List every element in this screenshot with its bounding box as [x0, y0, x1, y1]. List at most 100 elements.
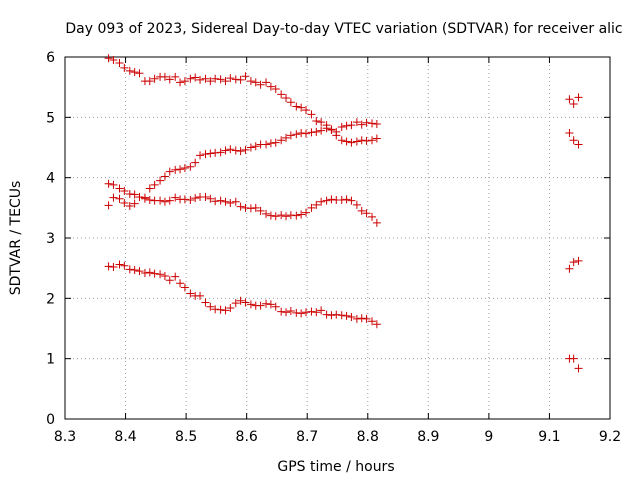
data-point-trace-3	[246, 204, 255, 213]
data-point-trace-3	[140, 194, 149, 203]
data-point-trace-3	[226, 199, 235, 208]
data-point-trace-4	[221, 306, 230, 315]
data-point-trace-2	[282, 133, 291, 142]
data-point-trace-4	[327, 311, 336, 320]
data-point-trace-2	[262, 140, 271, 149]
x-tick-label: 9.2	[599, 429, 621, 445]
y-tick-label: 1	[46, 352, 55, 368]
data-point-trace-4	[347, 313, 356, 322]
data-point-trace-3	[372, 218, 381, 227]
data-point-trace-4	[256, 301, 265, 310]
data-point-trace-3	[191, 194, 200, 203]
data-point-trace-1	[565, 95, 574, 104]
data-point-trace-2	[191, 158, 200, 167]
x-tick-label: 9	[484, 429, 493, 445]
data-point-trace-1	[297, 103, 306, 112]
x-tick-label: 8.4	[114, 429, 136, 445]
data-point-trace-1	[342, 121, 351, 130]
data-point-trace-4	[180, 283, 189, 292]
x-tick-label: 8.9	[417, 429, 439, 445]
data-point-trace-4	[109, 262, 118, 271]
data-point-trace-1	[226, 74, 235, 83]
data-point-trace-3	[165, 196, 174, 205]
data-point-trace-4	[226, 303, 235, 312]
data-point-trace-3	[307, 203, 316, 212]
data-point-trace-4	[352, 314, 361, 323]
data-point-trace-2	[277, 136, 286, 145]
data-point-trace-2	[337, 136, 346, 145]
data-point-trace-3	[216, 196, 225, 205]
data-point-trace-2	[211, 148, 220, 157]
data-point-trace-2	[145, 184, 154, 193]
data-point-trace-2	[231, 146, 240, 155]
data-point-trace-4	[206, 302, 215, 311]
data-point-trace-2	[357, 136, 366, 145]
data-point-trace-1	[115, 59, 124, 68]
data-point-trace-4	[140, 268, 149, 277]
data-point-trace-3	[302, 208, 311, 217]
data-point-trace-3	[120, 186, 129, 195]
data-point-trace-1	[216, 75, 225, 84]
data-point-trace-3	[160, 197, 169, 206]
data-point-trace-2	[312, 127, 321, 136]
data-point-trace-1	[246, 77, 255, 86]
data-point-trace-4	[216, 305, 225, 314]
data-point-trace-2	[180, 164, 189, 173]
data-point-trace-3	[125, 189, 134, 198]
data-point-trace-2	[171, 165, 180, 174]
data-point-trace-1	[357, 120, 366, 129]
y-tick-label: 0	[46, 412, 55, 428]
data-point-trace-2	[226, 145, 235, 154]
data-point-trace-3	[109, 180, 118, 189]
data-point-trace-1	[135, 69, 144, 78]
data-point-trace-1	[569, 100, 578, 109]
data-point-trace-1	[191, 73, 200, 82]
data-point-trace-1	[125, 66, 134, 75]
data-point-trace-1	[221, 77, 230, 86]
data-points-layer	[104, 54, 583, 373]
data-point-trace-3	[322, 196, 331, 205]
data-point-trace-4	[297, 309, 306, 318]
data-point-trace-1	[282, 94, 291, 103]
data-point-trace-1	[104, 54, 113, 63]
data-point-trace-2	[165, 167, 174, 176]
data-point-trace-2	[372, 134, 381, 143]
data-point-trace-2	[246, 143, 255, 152]
data-point-trace-3	[104, 179, 113, 188]
grid-layer	[65, 57, 610, 419]
data-point-trace-4	[130, 265, 139, 274]
x-tick-label: 8.7	[296, 429, 318, 445]
data-point-trace-1	[120, 63, 129, 72]
y-tick-label: 3	[46, 231, 55, 247]
data-point-trace-1	[372, 119, 381, 128]
data-point-trace-4	[196, 291, 205, 300]
data-point-trace-3	[241, 203, 250, 212]
data-point-trace-3	[337, 195, 346, 204]
data-point-trace-3	[206, 194, 215, 203]
data-point-trace-3	[180, 195, 189, 204]
data-point-trace-3	[145, 195, 154, 204]
data-point-trace-2	[332, 131, 341, 140]
data-point-trace-4	[120, 261, 129, 270]
data-point-trace-1	[277, 90, 286, 99]
data-point-trace-2	[317, 126, 326, 135]
data-point-trace-4	[317, 306, 326, 315]
data-point-trace-4	[372, 320, 381, 329]
x-tick-label: 8.8	[357, 429, 379, 445]
data-point-trace-3	[297, 210, 306, 219]
data-point-trace-4	[104, 262, 113, 271]
data-point-trace-1	[362, 118, 371, 127]
y-tick-label: 2	[46, 291, 55, 307]
data-point-trace-3	[135, 192, 144, 201]
data-point-trace-2	[206, 149, 215, 158]
data-point-trace-3	[282, 212, 291, 221]
data-point-trace-2	[115, 194, 124, 203]
data-point-trace-1	[302, 106, 311, 115]
x-tick-label: 8.6	[236, 429, 258, 445]
data-point-trace-3	[292, 211, 301, 220]
data-point-trace-1	[312, 116, 321, 125]
data-point-trace-1	[206, 77, 215, 86]
data-point-trace-2	[322, 124, 331, 133]
data-point-trace-1	[165, 75, 174, 84]
